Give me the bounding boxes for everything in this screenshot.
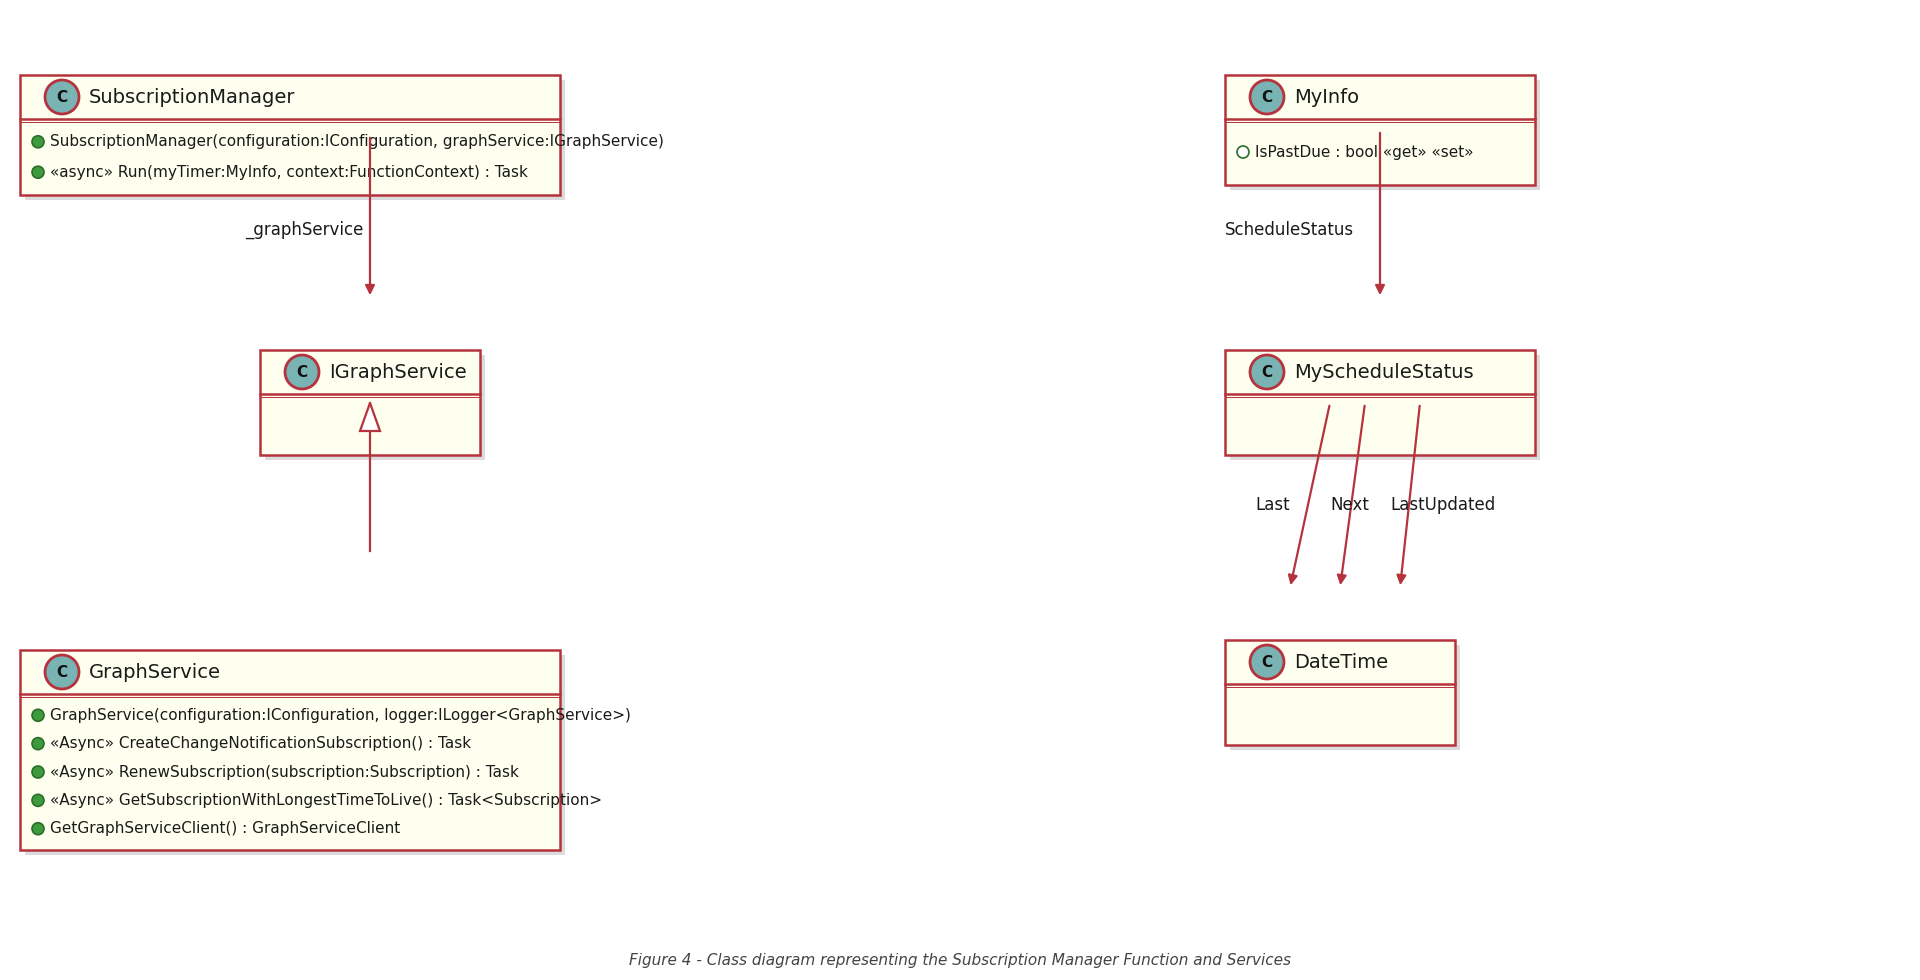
Text: C: C xyxy=(1261,89,1273,105)
Text: IGraphService: IGraphService xyxy=(328,363,467,381)
FancyBboxPatch shape xyxy=(1225,640,1455,745)
FancyBboxPatch shape xyxy=(1231,80,1540,190)
Text: ScheduleStatus: ScheduleStatus xyxy=(1225,221,1354,239)
Text: _graphService: _graphService xyxy=(246,220,363,239)
Text: C: C xyxy=(1261,655,1273,669)
Circle shape xyxy=(1236,146,1250,158)
FancyBboxPatch shape xyxy=(265,355,486,460)
Text: «async» Run(myTimer:MyInfo, context:FunctionContext) : Task: «async» Run(myTimer:MyInfo, context:Func… xyxy=(50,165,528,179)
FancyBboxPatch shape xyxy=(25,80,564,200)
Circle shape xyxy=(284,355,319,389)
Text: Figure 4 - Class diagram representing the Subscription Manager Function and Serv: Figure 4 - Class diagram representing th… xyxy=(630,953,1290,967)
Circle shape xyxy=(33,766,44,778)
Text: Last: Last xyxy=(1256,496,1290,514)
Circle shape xyxy=(33,167,44,178)
Text: C: C xyxy=(56,89,67,105)
Text: GraphService(configuration:IConfiguration, logger:ILogger<GraphService>): GraphService(configuration:IConfiguratio… xyxy=(50,708,632,723)
FancyBboxPatch shape xyxy=(1225,350,1534,455)
FancyBboxPatch shape xyxy=(1225,75,1534,185)
FancyBboxPatch shape xyxy=(259,350,480,455)
Text: MyInfo: MyInfo xyxy=(1294,87,1359,107)
FancyBboxPatch shape xyxy=(19,650,561,850)
FancyBboxPatch shape xyxy=(25,655,564,855)
Text: IsPastDue : bool «get» «set»: IsPastDue : bool «get» «set» xyxy=(1256,144,1473,160)
Text: SubscriptionManager: SubscriptionManager xyxy=(88,87,296,107)
Circle shape xyxy=(33,823,44,835)
Text: GraphService: GraphService xyxy=(88,662,221,681)
FancyBboxPatch shape xyxy=(1231,645,1459,750)
FancyBboxPatch shape xyxy=(19,75,561,195)
Circle shape xyxy=(1250,80,1284,114)
Circle shape xyxy=(44,80,79,114)
Text: Next: Next xyxy=(1331,496,1369,514)
Text: C: C xyxy=(296,365,307,379)
Circle shape xyxy=(1250,355,1284,389)
Text: DateTime: DateTime xyxy=(1294,653,1388,671)
Text: C: C xyxy=(56,664,67,679)
Text: C: C xyxy=(1261,365,1273,379)
Circle shape xyxy=(1250,645,1284,679)
Text: «Async» GetSubscriptionWithLongestTimeToLive() : Task<Subscription>: «Async» GetSubscriptionWithLongestTimeTo… xyxy=(50,793,603,808)
Circle shape xyxy=(44,655,79,689)
Text: GetGraphServiceClient() : GraphServiceClient: GetGraphServiceClient() : GraphServiceCl… xyxy=(50,821,399,836)
Circle shape xyxy=(33,710,44,721)
Text: LastUpdated: LastUpdated xyxy=(1390,496,1496,514)
Circle shape xyxy=(33,738,44,750)
Text: «Async» CreateChangeNotificationSubscription() : Task: «Async» CreateChangeNotificationSubscrip… xyxy=(50,736,470,751)
Circle shape xyxy=(33,136,44,148)
Polygon shape xyxy=(361,403,380,431)
Text: MyScheduleStatus: MyScheduleStatus xyxy=(1294,363,1475,381)
Text: «Async» RenewSubscription(subscription:Subscription) : Task: «Async» RenewSubscription(subscription:S… xyxy=(50,764,518,779)
FancyBboxPatch shape xyxy=(1231,355,1540,460)
Text: SubscriptionManager(configuration:IConfiguration, graphService:IGraphService): SubscriptionManager(configuration:IConfi… xyxy=(50,134,664,149)
Circle shape xyxy=(33,795,44,807)
